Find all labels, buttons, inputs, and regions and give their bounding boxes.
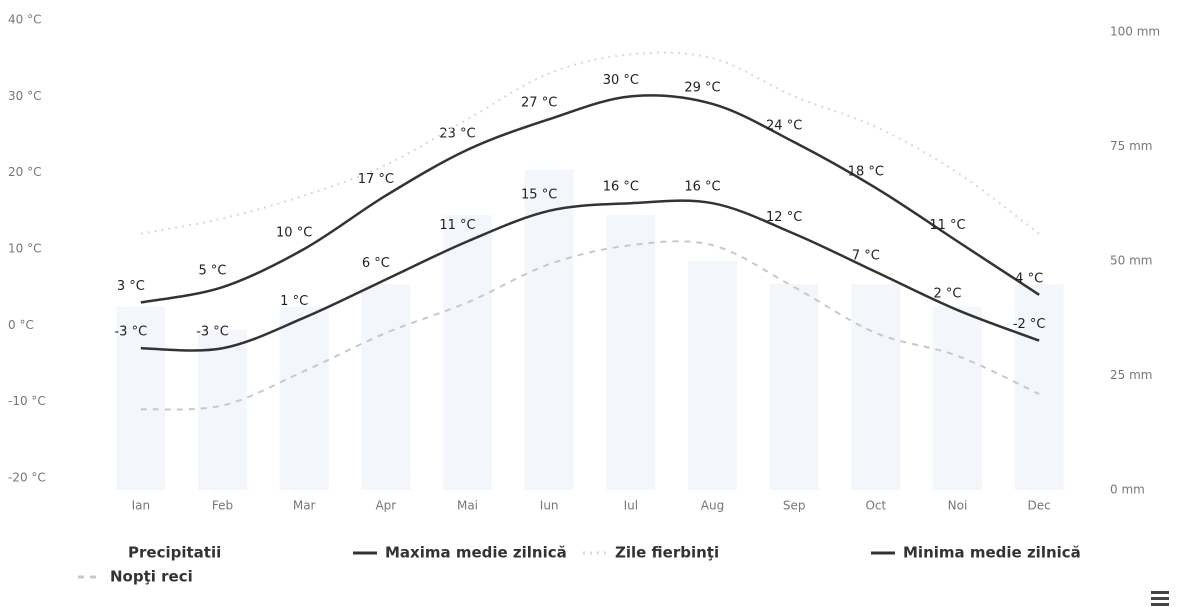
- precipitation-bar: [769, 283, 819, 490]
- y-tick-label: 40 °C: [8, 13, 41, 27]
- legend-label: Maxima medie zilnică: [385, 544, 567, 562]
- precipitation-bar: [279, 306, 329, 490]
- menu-bar: [1151, 597, 1169, 600]
- value-label: 16 °C: [603, 180, 639, 195]
- precipitation-bar: [606, 215, 656, 490]
- x-tick-label: Sep: [783, 499, 806, 513]
- x-tick-label: Iun: [540, 499, 559, 513]
- precipitation-bar: [1014, 283, 1064, 490]
- value-label: 5 °C: [199, 264, 227, 279]
- value-label: 23 °C: [439, 126, 475, 141]
- precipitation-bar: [688, 261, 737, 490]
- value-label: 16 °C: [684, 180, 720, 195]
- legend-label: Precipitatii: [128, 544, 221, 562]
- y-tick-label: -10 °C: [8, 394, 46, 408]
- y2-tick-label: 25 mm: [1110, 368, 1152, 382]
- series-line: [140, 199, 1040, 352]
- value-label: 2 °C: [934, 287, 962, 302]
- y2-tick-label: 50 mm: [1110, 254, 1152, 268]
- legend-label: Zile fierbinţi: [615, 544, 719, 562]
- precipitation-bar: [443, 215, 492, 490]
- y-tick-label: 10 °C: [8, 242, 41, 256]
- legend-label: Nopţi reci: [110, 568, 193, 586]
- precipitation-bar: [116, 306, 166, 490]
- value-label: 29 °C: [684, 80, 720, 95]
- y2-tick-label: 100 mm: [1110, 25, 1160, 39]
- value-label: 12 °C: [766, 210, 802, 225]
- precipitation-bar: [198, 329, 247, 490]
- menu-icon[interactable]: [1151, 591, 1169, 606]
- y-tick-label: 20 °C: [8, 165, 41, 179]
- value-label: 24 °C: [766, 119, 802, 134]
- y2-tick-label: 75 mm: [1110, 139, 1152, 153]
- x-tick-label: Ian: [132, 499, 151, 513]
- x-tick-label: Mar: [293, 499, 316, 513]
- x-tick-label: Apr: [375, 499, 396, 513]
- value-label: 11 °C: [929, 218, 965, 233]
- value-label: 17 °C: [358, 172, 394, 187]
- value-label: 1 °C: [280, 294, 308, 309]
- value-label: 18 °C: [848, 164, 884, 179]
- value-label: 10 °C: [276, 226, 312, 241]
- x-tick-label: Iul: [624, 499, 638, 513]
- value-label: 11 °C: [439, 218, 475, 233]
- value-label: -3 °C: [114, 325, 147, 340]
- precipitation-bar: [933, 306, 982, 490]
- x-tick-label: Noi: [948, 499, 968, 513]
- y-tick-label: -20 °C: [8, 471, 46, 485]
- value-label: 7 °C: [852, 248, 880, 263]
- value-label: 15 °C: [521, 187, 557, 202]
- precipitation-bar: [524, 169, 574, 490]
- value-label: 27 °C: [521, 96, 557, 111]
- y-tick-label: 30 °C: [8, 89, 41, 103]
- y2-tick-label: 0 mm: [1110, 483, 1145, 497]
- x-tick-label: Feb: [212, 499, 233, 513]
- y-tick-label: 0 °C: [8, 318, 34, 332]
- menu-bar: [1151, 603, 1169, 606]
- series-line: [140, 240, 1040, 411]
- menu-bar: [1151, 591, 1169, 594]
- x-tick-label: Dec: [1028, 499, 1051, 513]
- legend-label: Minima medie zilnică: [903, 544, 1081, 562]
- value-label: 6 °C: [362, 256, 390, 271]
- x-tick-label: Aug: [701, 499, 724, 513]
- precipitation-bar: [851, 283, 901, 490]
- value-label: 3 °C: [117, 279, 145, 294]
- x-tick-label: Mai: [457, 499, 478, 513]
- precipitation-bar: [361, 283, 411, 490]
- series-line: [140, 94, 1040, 304]
- value-label: 30 °C: [603, 73, 639, 88]
- value-label: -3 °C: [196, 325, 229, 340]
- value-label: -2 °C: [1013, 317, 1046, 332]
- value-label: 4 °C: [1015, 271, 1043, 286]
- x-tick-label: Oct: [865, 499, 886, 513]
